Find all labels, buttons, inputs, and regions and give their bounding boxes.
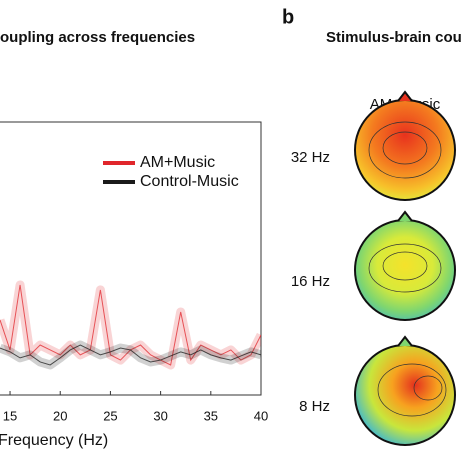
x-axis-label: Frequency (Hz) — [0, 432, 108, 449]
x-tick-label: 25 — [103, 408, 117, 423]
topomap — [354, 210, 456, 321]
x-tick-label: 20 — [53, 408, 67, 423]
topomap — [354, 335, 456, 446]
panel-label: b — [282, 6, 294, 28]
plot-area — [0, 280, 261, 370]
x-tick-label: 40 — [254, 408, 268, 423]
legend-label: AM+Music — [140, 154, 215, 171]
legend: AM+Music Control-Music — [103, 154, 239, 190]
plot-frame — [0, 121, 262, 396]
legend-label: Control-Music — [140, 173, 239, 190]
panel-title: Stimulus-brain cou — [326, 29, 462, 46]
x-tick-label: 15 — [3, 408, 17, 423]
map-label: 16 Hz — [291, 273, 330, 290]
x-tick-label: 35 — [204, 408, 218, 423]
line — [0, 344, 261, 366]
x-tick-label: 30 — [153, 408, 167, 423]
chart-title: oupling across frequencies — [0, 29, 195, 46]
map-label: 32 Hz — [291, 149, 330, 166]
map-label: 8 Hz — [299, 398, 330, 415]
topomap — [354, 90, 456, 201]
